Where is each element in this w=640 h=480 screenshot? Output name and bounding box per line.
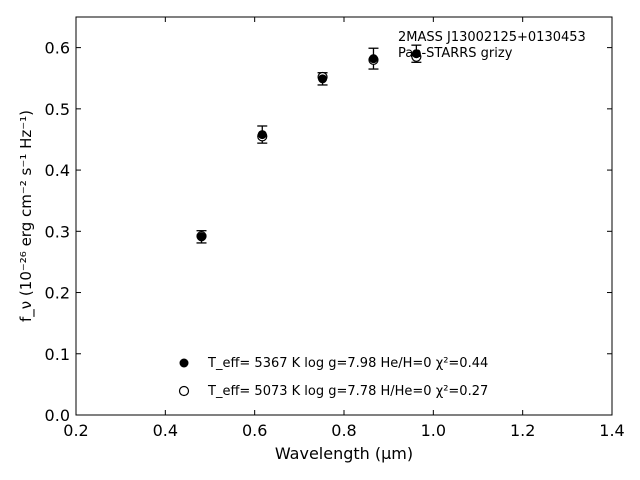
point-group (196, 49, 422, 242)
x-tick-label: 1.0 (421, 421, 446, 440)
y-tick-label: 0.6 (45, 39, 70, 58)
y-tick-label: 0.4 (45, 161, 70, 180)
y-tick-label: 0.0 (45, 406, 70, 425)
y-tick-label: 0.2 (45, 284, 70, 303)
legend-marker-filled (179, 358, 189, 368)
annotation-object-name: 2MASS J13002125+0130453 (398, 30, 586, 45)
x-axis-label: Wavelength (μm) (275, 444, 413, 463)
x-tick-label: 1.2 (510, 421, 535, 440)
tick-group: 0.2 0.4 0.6 0.8 1.0 1.2 1.4 0.0 0.1 0.2 0.3 0.4 0.5 0… (45, 17, 625, 440)
legend-label-filled: T_eff= 5367 K log g=7.98 He/H=0 χ²=0.44 (207, 356, 488, 371)
y-tick-label: 0.1 (45, 345, 70, 364)
model-point-filled (257, 130, 267, 140)
y-tick-label: 0.5 (45, 100, 70, 119)
legend-marker-open (178, 385, 190, 397)
x-tick-label: 0.2 (63, 421, 88, 440)
model-point-filled (411, 49, 421, 59)
y-tick-label: 0.3 (45, 222, 70, 241)
model-point-filled (318, 74, 328, 84)
x-tick-label: 0.4 (153, 421, 178, 440)
model-point-filled (197, 232, 207, 242)
x-tick-label: 0.8 (331, 421, 356, 440)
legend-label-open: T_eff= 5073 K log g=7.78 H/He=0 χ²=0.27 (207, 384, 488, 399)
annotation-survey: Pan-STARRS grizy (398, 46, 513, 61)
model-point-filled (368, 54, 378, 64)
y-axis-label: f_ν (10⁻²⁶ erg cm⁻² s⁻¹ Hz⁻¹) (17, 110, 36, 322)
x-tick-label: 1.4 (599, 421, 624, 440)
x-tick-label: 0.6 (242, 421, 267, 440)
errorbar-group (196, 44, 422, 244)
